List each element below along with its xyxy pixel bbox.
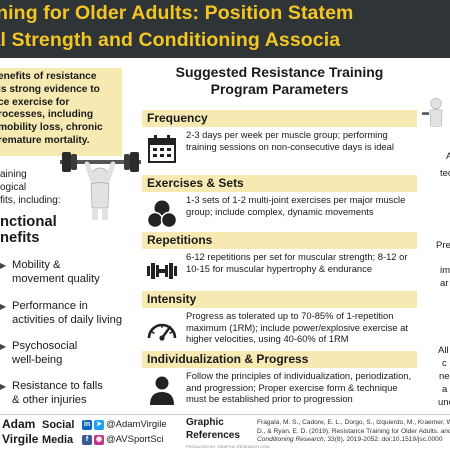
section-individualization-progress: Individualization & Progress Follow the … <box>142 351 417 416</box>
section-title: Individualization & Progress <box>142 351 417 368</box>
citation-tail: , 33(8), 2019-2052. doi:10.1519/jsc.0000 <box>323 436 443 444</box>
twitter-row[interactable]: in ➤ @AdamVirgile <box>82 419 167 430</box>
speedometer-icon <box>147 323 177 341</box>
citation: Fragala, M. S., Cadore, E. L., Dorgo, S.… <box>257 419 450 445</box>
right-fragment: tec <box>440 168 450 179</box>
linkedin-icon[interactable]: in <box>82 419 92 430</box>
instagram-icon[interactable]: ◉ <box>94 434 104 445</box>
social-media-label: Social Media <box>42 419 75 446</box>
right-fragment: Pre <box>436 240 450 251</box>
section-body: 6-12 repetitions per set for muscular st… <box>186 251 408 274</box>
twitter-icon[interactable]: ➤ <box>94 419 104 430</box>
benefit-label: Mobility & movement quality <box>12 259 100 286</box>
intro-box: enefits of resistance is strong evidence… <box>0 68 122 156</box>
right-fragment: A <box>446 151 450 162</box>
benefit-label: Performance in activities of daily livin… <box>12 300 123 327</box>
weightlifter-figure-icon <box>60 152 141 220</box>
chevron-right-icon: ▶ <box>0 302 7 311</box>
section-body: Progress as tolerated up to 70-85% of 1-… <box>186 310 408 345</box>
benefit-label: Psychosocial well-being <box>12 340 78 367</box>
instagram-handle[interactable]: @AVSportSci <box>106 434 164 445</box>
calendar-icon <box>148 135 176 163</box>
section-frequency: Frequency 2-3 days per week per muscle g… <box>142 110 417 175</box>
chevron-right-icon: ▶ <box>0 382 7 391</box>
section-title: Repetitions <box>142 232 417 249</box>
section-repetitions: Repetitions 6-12 repetitions per set for… <box>142 232 417 297</box>
right-fragment: ne <box>439 371 450 382</box>
right-fragment: All <box>438 345 449 356</box>
citation-journal: and Conditioning Research <box>257 427 450 444</box>
intro-text: enefits of resistance is strong evidence… <box>0 71 103 146</box>
section-exercises-sets: Exercises & Sets 1-3 sets of 1-2 multi-j… <box>142 175 417 240</box>
functional-benefits-title: nctional nefits <box>0 214 57 247</box>
instagram-row[interactable]: f ◉ @AVSportSci <box>82 434 164 445</box>
title-banner: raining for Older Adults: Position State… <box>0 0 450 58</box>
twitter-handle[interactable]: @AdamVirgile <box>106 419 167 430</box>
facebook-icon[interactable]: f <box>82 434 92 445</box>
right-column-cropped: A tec Pre im ar All c ne a unc <box>418 62 450 444</box>
right-fragment: c <box>442 358 447 369</box>
producer-credit: PRODUCED BY: GRAPHIC-RESEARCH.COM <box>186 444 270 449</box>
citation-main: Fragala, M. S., Cadore, E. L., Dorgo, S.… <box>257 419 450 435</box>
three-circles-icon <box>146 200 178 229</box>
figure-icon <box>422 97 443 127</box>
right-fragment: a <box>442 384 448 395</box>
training-parameters-panel: Suggested Resistance Training Program Pa… <box>142 62 417 444</box>
chevron-right-icon: ▶ <box>0 261 7 270</box>
panel-title: Suggested Resistance Training Program Pa… <box>175 64 384 98</box>
section-title: Intensity <box>142 291 417 308</box>
section-body: Follow the principles of individualizati… <box>186 370 412 405</box>
right-fragment: ar <box>440 278 449 289</box>
training-benefits-text: aining ogical fits, including: <box>0 169 61 206</box>
section-body: 1-3 sets of 1-2 multi-joint exercises pe… <box>186 194 406 217</box>
title-line-2: ional Strength and Conditioning Associa <box>0 29 341 51</box>
person-icon <box>150 376 174 405</box>
section-title: Frequency <box>142 110 417 127</box>
chevron-right-icon: ▶ <box>0 342 7 351</box>
benefit-label: Resistance to falls & other injuries <box>12 380 103 407</box>
right-fragment: im <box>440 265 450 276</box>
dumbbell-icon <box>147 263 177 279</box>
graphic-references-label: Graphic References <box>186 417 240 441</box>
section-title: Exercises & Sets <box>142 175 417 192</box>
footer: Adam Virgile Social Media in ➤ @AdamVirg… <box>0 414 450 450</box>
right-fragment: unc <box>438 397 450 408</box>
title-line-1: raining for Older Adults: Position State… <box>0 2 354 24</box>
author-name: Adam Virgile <box>2 417 39 446</box>
section-intensity: Intensity Progress as tolerated up to 70… <box>142 291 417 356</box>
section-body: 2-3 days per week per muscle group; perf… <box>186 129 394 152</box>
